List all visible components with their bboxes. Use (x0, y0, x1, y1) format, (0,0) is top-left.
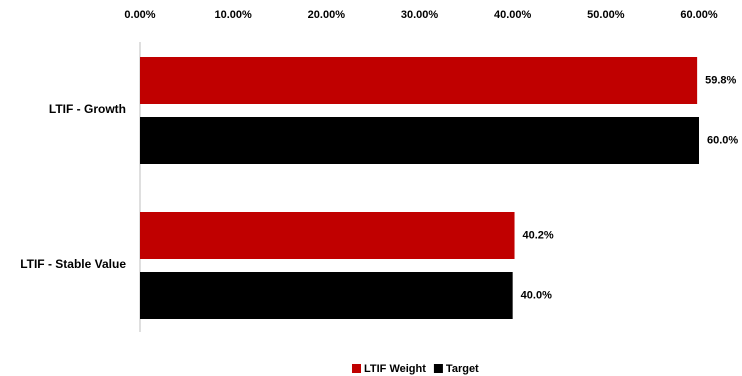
value-label: 40.0% (521, 289, 552, 301)
x-tick-label: 60.00% (680, 9, 718, 21)
legend-label: Target (446, 363, 479, 375)
y-tick-label: LTIF - Stable Value (20, 257, 126, 271)
x-tick-label: 0.00% (124, 9, 155, 21)
value-label: 60.0% (707, 134, 738, 146)
bar (140, 57, 698, 104)
value-label: 59.8% (705, 74, 736, 86)
x-tick-label: 40.00% (494, 9, 532, 21)
x-tick-label: 50.00% (587, 9, 625, 21)
legend-label: LTIF Weight (364, 363, 426, 375)
x-tick-label: 20.00% (308, 9, 346, 21)
legend-swatch (352, 364, 361, 373)
value-label: 40.2% (523, 229, 554, 241)
bar (140, 212, 515, 259)
x-tick-label: 30.00% (401, 9, 439, 21)
bar (140, 117, 699, 164)
legend-swatch (433, 364, 443, 373)
x-tick-label: 10.00% (215, 9, 253, 21)
bar (140, 272, 513, 319)
y-tick-label: LTIF - Growth (49, 102, 126, 116)
